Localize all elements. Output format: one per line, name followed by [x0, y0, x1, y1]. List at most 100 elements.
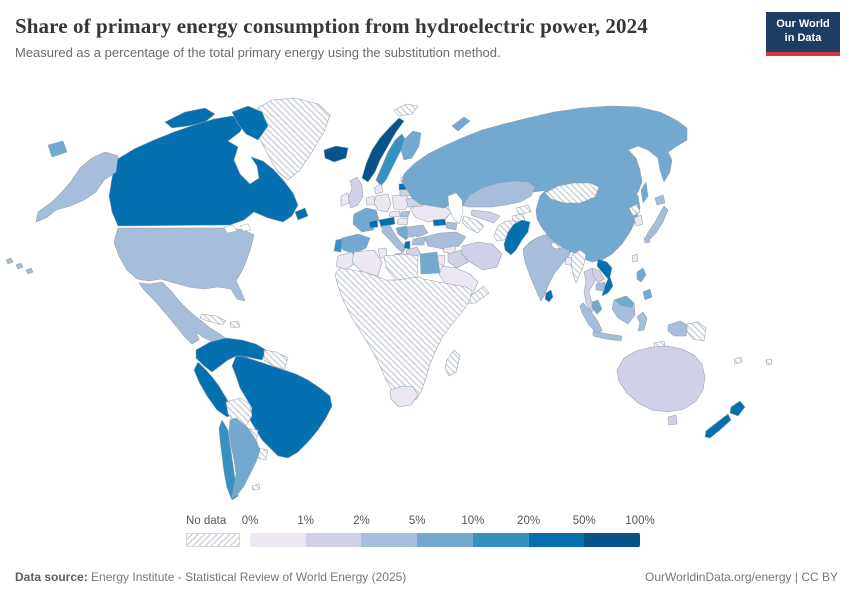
country-india[interactable] — [522, 233, 573, 302]
country-fiji[interactable] — [765, 358, 773, 366]
country-morocco[interactable] — [335, 251, 357, 271]
country-russia-chukotka[interactable] — [47, 140, 68, 158]
country-norway[interactable] — [361, 117, 405, 183]
country-australia-tasmania[interactable] — [667, 414, 678, 426]
country-australia[interactable] — [616, 345, 706, 413]
legend-tick-label: 5% — [408, 515, 426, 527]
country-philippines-luzon[interactable] — [636, 267, 647, 283]
country-new-zealand-south[interactable] — [704, 413, 732, 439]
country-taiwan[interactable] — [631, 253, 639, 263]
world-map[interactable] — [0, 90, 850, 510]
country-usa-hawaii-2[interactable] — [15, 262, 24, 270]
country-brazil[interactable] — [231, 355, 333, 459]
country-papua-new-guinea[interactable] — [686, 321, 707, 342]
country-greenland[interactable] — [251, 97, 331, 181]
country-japan-hokkaido[interactable] — [654, 194, 666, 206]
country-mexico[interactable] — [138, 281, 229, 347]
country-canada-arctic-west[interactable] — [164, 107, 216, 129]
country-south-africa[interactable] — [389, 385, 419, 408]
country-falkland-islands[interactable] — [251, 483, 261, 491]
country-kazakhstan[interactable] — [462, 180, 536, 208]
country-france[interactable] — [352, 207, 380, 233]
lake-caspian-sea — [447, 192, 464, 225]
country-south-korea[interactable] — [633, 214, 644, 227]
country-argentina[interactable] — [228, 417, 261, 499]
country-vietnam[interactable] — [596, 258, 614, 297]
legend-segment-0-1%[interactable] — [250, 533, 306, 547]
credit-link[interactable]: OurWorldinData.org/energy | CC BY — [645, 570, 838, 584]
country-north-korea[interactable] — [628, 203, 641, 217]
country-hispaniola[interactable] — [229, 320, 241, 329]
country-albania[interactable] — [403, 240, 411, 250]
country-germany[interactable] — [373, 193, 392, 213]
owid-logo[interactable]: Our World in Data — [766, 12, 840, 56]
country-romania[interactable] — [406, 224, 429, 238]
country-russia-novaya-zemlya[interactable] — [451, 116, 471, 132]
country-usa-hawaii-1[interactable] — [5, 257, 14, 265]
country-usa[interactable] — [113, 227, 255, 302]
legend-segment-10-20%[interactable] — [472, 533, 529, 547]
country-canada-newfoundland[interactable] — [294, 207, 309, 221]
country-svalbard[interactable] — [393, 103, 419, 117]
country-cambodia[interactable] — [595, 281, 606, 292]
country-alaska[interactable] — [35, 151, 119, 223]
country-slovakia[interactable] — [399, 210, 411, 218]
country-georgia[interactable] — [432, 218, 447, 227]
country-sri-lanka[interactable] — [544, 289, 554, 303]
country-portugal[interactable] — [333, 238, 343, 253]
country-new-zealand-north[interactable] — [729, 400, 746, 417]
country-azerbaijan[interactable] — [445, 221, 458, 231]
country-uk[interactable] — [347, 176, 364, 209]
country-japan-kyushu[interactable] — [643, 235, 651, 244]
legend-no-data-swatch[interactable] — [186, 533, 240, 547]
country-uzbekistan[interactable] — [470, 209, 501, 224]
country-myanmar[interactable] — [570, 249, 587, 284]
country-egypt[interactable] — [419, 251, 441, 275]
country-africa-other[interactable] — [334, 267, 473, 401]
country-algeria[interactable] — [351, 249, 383, 277]
country-new-caledonia[interactable] — [733, 356, 743, 365]
data-source-value: Energy Institute - Statistical Review of… — [87, 570, 407, 584]
country-finland[interactable] — [400, 130, 422, 161]
country-austria[interactable] — [378, 216, 396, 228]
country-kyrgyzstan[interactable] — [515, 204, 532, 215]
country-philippines-mindanao[interactable] — [642, 288, 653, 301]
country-malaysia-borneo[interactable] — [614, 295, 635, 309]
legend-segment-5-10%[interactable] — [417, 533, 473, 547]
country-indonesia-sulawesi[interactable] — [636, 311, 648, 332]
country-ireland[interactable] — [340, 192, 350, 207]
country-switzerland[interactable] — [368, 219, 379, 229]
country-turkmenistan[interactable] — [461, 215, 485, 234]
country-chile[interactable] — [218, 419, 239, 501]
legend-segment-1-2%[interactable] — [305, 533, 362, 547]
legend-segment-20-50%[interactable] — [528, 533, 585, 547]
country-usa-hawaii-3[interactable] — [25, 267, 34, 275]
country-italy[interactable] — [381, 224, 407, 254]
country-japan-honshu[interactable] — [645, 205, 669, 240]
country-malaysia-peninsular[interactable] — [591, 299, 603, 315]
country-colombia-venezuela[interactable] — [195, 337, 267, 373]
country-denmark[interactable] — [373, 183, 384, 195]
country-czechia[interactable] — [388, 210, 401, 218]
country-pakistan[interactable] — [503, 219, 531, 256]
country-madagascar[interactable] — [444, 349, 461, 377]
legend-color-bar[interactable] — [250, 533, 640, 547]
country-laos[interactable] — [591, 267, 605, 284]
country-turkey[interactable] — [423, 231, 467, 250]
country-iceland[interactable] — [323, 145, 349, 163]
country-canada[interactable] — [108, 115, 299, 227]
country-cuba[interactable] — [199, 313, 227, 326]
country-indonesia-papua[interactable] — [667, 320, 688, 337]
country-iran[interactable] — [461, 241, 503, 271]
legend-segment-2-5%[interactable] — [361, 533, 418, 547]
country-libya[interactable] — [383, 253, 419, 281]
country-canada-baffin[interactable] — [231, 105, 269, 141]
country-russia-sakhalin[interactable] — [640, 181, 649, 204]
country-bulgaria[interactable] — [411, 236, 426, 246]
legend-segment-50-100%[interactable] — [584, 533, 640, 547]
country-benelux[interactable] — [365, 195, 376, 206]
country-mongolia[interactable] — [544, 182, 600, 204]
country-hungary[interactable] — [396, 217, 409, 226]
country-indonesia-java[interactable] — [592, 330, 623, 342]
